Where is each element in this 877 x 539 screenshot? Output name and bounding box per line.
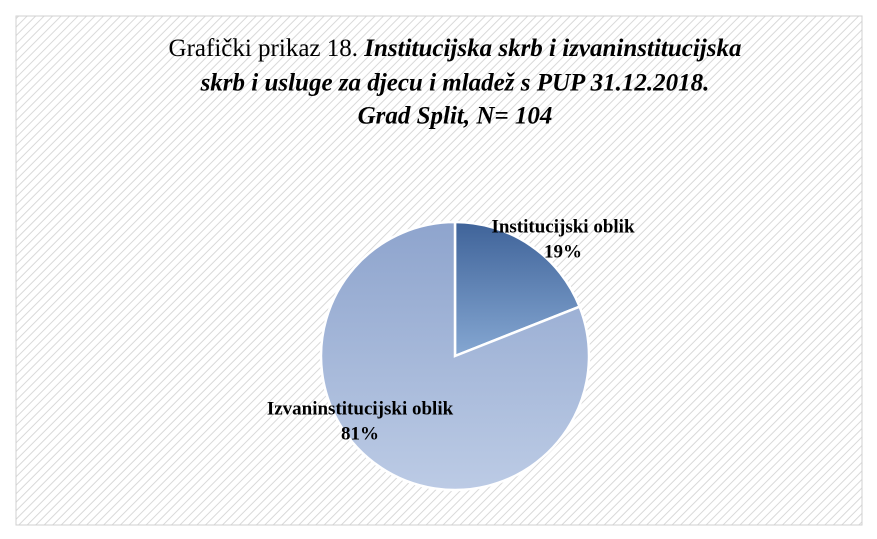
chart-title: Grad Split, N= 104 bbox=[358, 103, 553, 130]
data-label: 19% bbox=[544, 241, 582, 262]
data-label: Institucijski oblik bbox=[491, 216, 635, 237]
data-label: Izvaninstitucijski oblik bbox=[267, 398, 454, 419]
pie-slice bbox=[453, 220, 582, 358]
chart-title: Grafički prikaz 18. Institucijska skrb i… bbox=[169, 35, 742, 62]
pie-slice bbox=[319, 220, 591, 492]
data-label: 81% bbox=[341, 423, 379, 444]
chart-title: skrb i usluge za djecu i mladež s PUP 31… bbox=[200, 70, 710, 97]
